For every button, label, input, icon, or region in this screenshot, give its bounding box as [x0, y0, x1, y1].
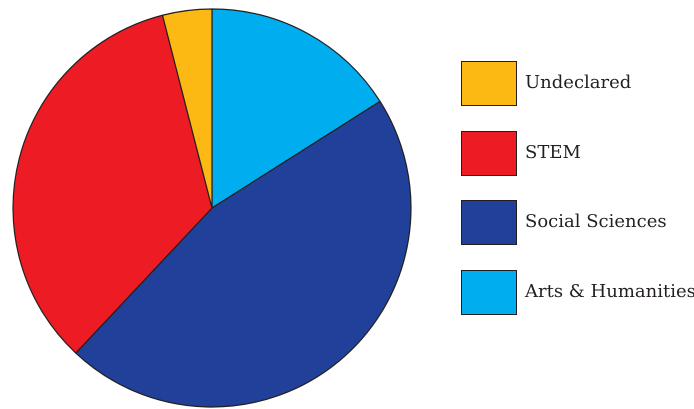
legend-item-stem: STEM: [461, 130, 581, 176]
legend-label-undeclared: Undeclared: [525, 72, 632, 93]
legend-label-arts-humanities: Arts & Humanities: [525, 281, 694, 302]
legend-label-stem: STEM: [525, 142, 581, 163]
legend-swatch-undeclared: [461, 60, 517, 106]
legend-swatch-social-sciences: [461, 199, 517, 245]
pie-slice-social-sciences: [75, 100, 412, 408]
legend-item-undeclared: Undeclared: [461, 60, 631, 106]
pie-slice-stem: [12, 14, 213, 354]
legend-item-social-sciences: Social Sciences: [461, 199, 667, 245]
pie-slice-undeclared: [161, 8, 213, 209]
legend-swatch-stem: [461, 130, 517, 176]
legend-item-arts-humanities: Arts & Humanities: [461, 269, 694, 315]
legend-swatch-arts-humanities: [461, 269, 517, 315]
pie-slice-arts-humanities: [211, 8, 381, 209]
legend-label-social-sciences: Social Sciences: [525, 211, 667, 232]
